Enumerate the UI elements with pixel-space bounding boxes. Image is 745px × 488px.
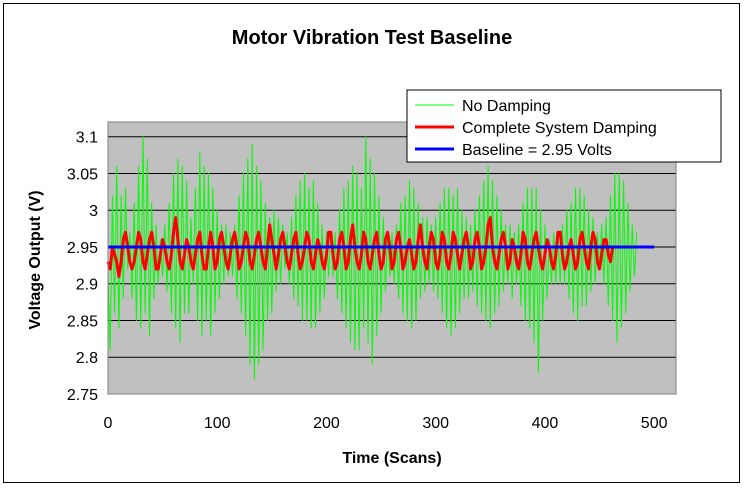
plot-border — [107, 121, 677, 395]
y-tick-label: 3 — [89, 203, 98, 220]
y-tick-label: 2.75 — [67, 387, 98, 404]
series-line-no-damping — [107, 136, 638, 380]
legend-label: Complete System Damping — [462, 120, 657, 137]
y-tick-label: 2.8 — [76, 350, 98, 367]
series-layer — [106, 136, 655, 380]
x-tick-label: 500 — [641, 415, 668, 432]
x-tick-label: 200 — [313, 415, 340, 432]
y-tick-labels: 2.75 2.8 2.85 2.9 2.95 3 3.05 3.1 — [67, 130, 98, 404]
legend-label: Baseline = 2.95 Volts — [462, 142, 612, 159]
legend-box — [406, 89, 722, 163]
legend: No Damping Complete System Damping Baselin… — [406, 89, 722, 163]
x-axis-label: Time (Scans) — [342, 450, 441, 467]
x-tick-label: 300 — [422, 415, 449, 432]
y-tick-label: 2.85 — [67, 313, 98, 330]
y-tick-label: 2.9 — [76, 277, 98, 294]
x-tick-label: 400 — [532, 415, 559, 432]
y-tick-label: 2.95 — [67, 240, 98, 257]
x-tick-label: 100 — [204, 415, 231, 432]
series-line-complete-system-damping — [106, 216, 615, 278]
chart-title: Motor Vibration Test Baseline — [232, 27, 512, 49]
y-axis-label: Voltage Output (V) — [27, 190, 44, 329]
y-tick-label: 3.1 — [76, 130, 98, 147]
legend-label: No Damping — [462, 98, 551, 115]
x-tick-label: 0 — [104, 415, 113, 432]
y-tick-label: 3.05 — [67, 166, 98, 183]
x-tick-labels: 0 100 200 300 400 500 — [104, 415, 668, 432]
